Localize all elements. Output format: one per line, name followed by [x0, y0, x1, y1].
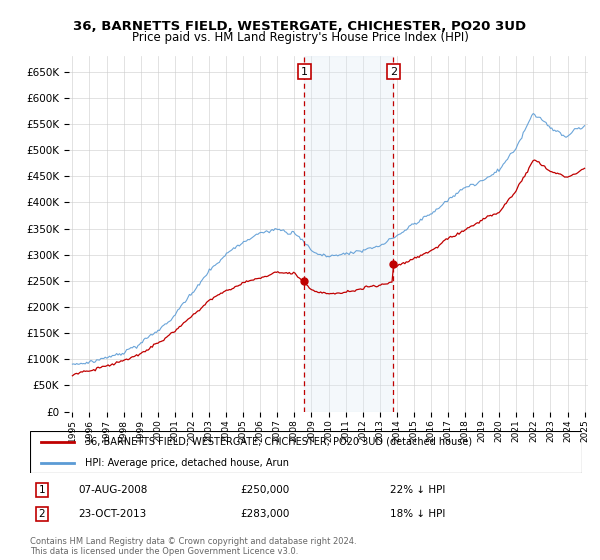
Text: Price paid vs. HM Land Registry's House Price Index (HPI): Price paid vs. HM Land Registry's House … — [131, 31, 469, 44]
Text: 36, BARNETTS FIELD, WESTERGATE, CHICHESTER, PO20 3UD (detached house): 36, BARNETTS FIELD, WESTERGATE, CHICHEST… — [85, 437, 472, 447]
Text: 07-AUG-2008: 07-AUG-2008 — [78, 485, 148, 495]
Text: HPI: Average price, detached house, Arun: HPI: Average price, detached house, Arun — [85, 458, 289, 468]
Text: £250,000: £250,000 — [240, 485, 289, 495]
Text: 22% ↓ HPI: 22% ↓ HPI — [390, 485, 445, 495]
Text: 36, BARNETTS FIELD, WESTERGATE, CHICHESTER, PO20 3UD: 36, BARNETTS FIELD, WESTERGATE, CHICHEST… — [73, 20, 527, 32]
Text: 1: 1 — [301, 67, 308, 77]
Text: Contains HM Land Registry data © Crown copyright and database right 2024.
This d: Contains HM Land Registry data © Crown c… — [30, 536, 356, 556]
Bar — [304, 56, 394, 412]
Text: 1: 1 — [38, 485, 46, 495]
Text: 2: 2 — [390, 67, 397, 77]
Text: 23-OCT-2013: 23-OCT-2013 — [78, 509, 146, 519]
Text: 2: 2 — [38, 509, 46, 519]
Text: 18% ↓ HPI: 18% ↓ HPI — [390, 509, 445, 519]
Text: £283,000: £283,000 — [240, 509, 289, 519]
